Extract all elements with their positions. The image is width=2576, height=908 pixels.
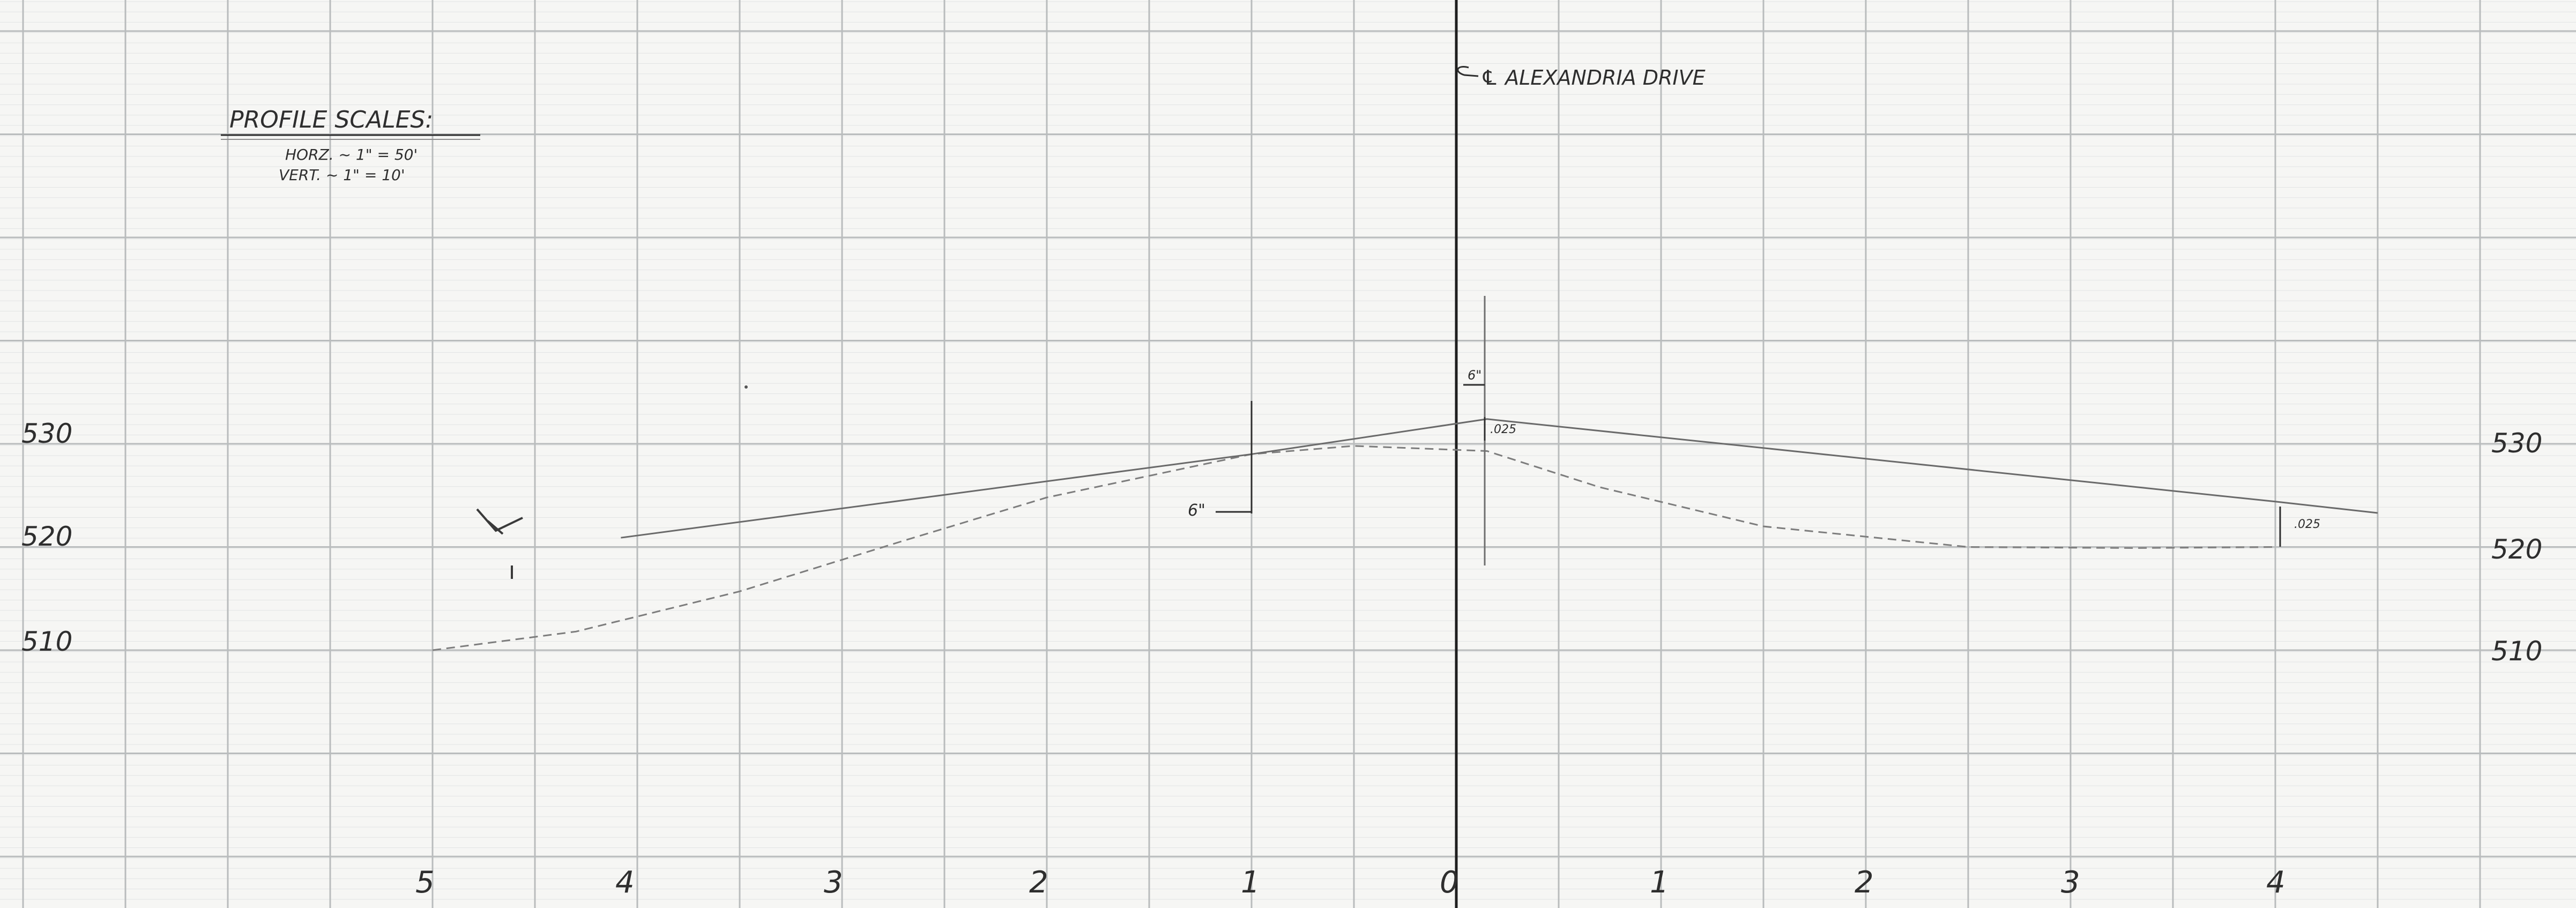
pencil-arrow-mark [476, 508, 523, 579]
elevation-label-left-510: 510 [21, 626, 72, 657]
centerline-leader [1457, 66, 1479, 77]
right-end-annotation: .025 [2279, 507, 2320, 547]
crown-offset-text: 6" [1468, 368, 1481, 383]
vertical-scale-text: VERT. ~ 1" = 10' [279, 166, 405, 184]
elevation-label-right-530: 530 [2491, 428, 2542, 459]
elevation-label-right-520: 520 [2491, 534, 2542, 565]
left-offset-annotation: 6" [1188, 401, 1253, 520]
pencil-dot-mark [744, 385, 748, 389]
station-label-right-2: 2 [1855, 865, 1874, 900]
profile-lines [432, 418, 2378, 651]
station-label-right-3: 3 [2061, 865, 2080, 900]
existing-ground-profile [432, 445, 2276, 651]
station-label-left-3: 3 [824, 865, 843, 900]
station-label-right-4: 4 [2266, 865, 2285, 900]
centerline-label: ℄ ALEXANDRIA DRIVE [1480, 66, 1706, 90]
elevation-label-left-520: 520 [21, 521, 72, 552]
station-label-left-4: 4 [615, 865, 635, 900]
profile-scales-note: PROFILE SCALES: HORZ. ~ 1" = 50' VERT. ~… [221, 106, 480, 184]
crown-value-text: .025 [1490, 423, 1516, 436]
station-label-0: 0 [1440, 865, 1459, 900]
station-labels: 5 4 3 2 1 0 1 2 3 4 [415, 865, 2285, 900]
right-end-value-text: .025 [2294, 518, 2320, 531]
elevation-label-right-510: 510 [2491, 636, 2542, 667]
profile-scales-heading: PROFILE SCALES: [229, 106, 433, 133]
horizontal-scale-text: HORZ. ~ 1" = 50' [285, 146, 418, 163]
elevation-label-left-530: 530 [21, 418, 72, 449]
left-offset-text: 6" [1188, 501, 1205, 520]
station-label-left-2: 2 [1029, 865, 1048, 900]
station-label-left-5: 5 [415, 865, 435, 900]
station-label-right-1: 1 [1650, 865, 1669, 900]
crown-annotation: 6" .025 [1463, 296, 1516, 565]
station-label-left-1: 1 [1241, 865, 1260, 900]
proposed-grade-profile [621, 418, 2378, 539]
